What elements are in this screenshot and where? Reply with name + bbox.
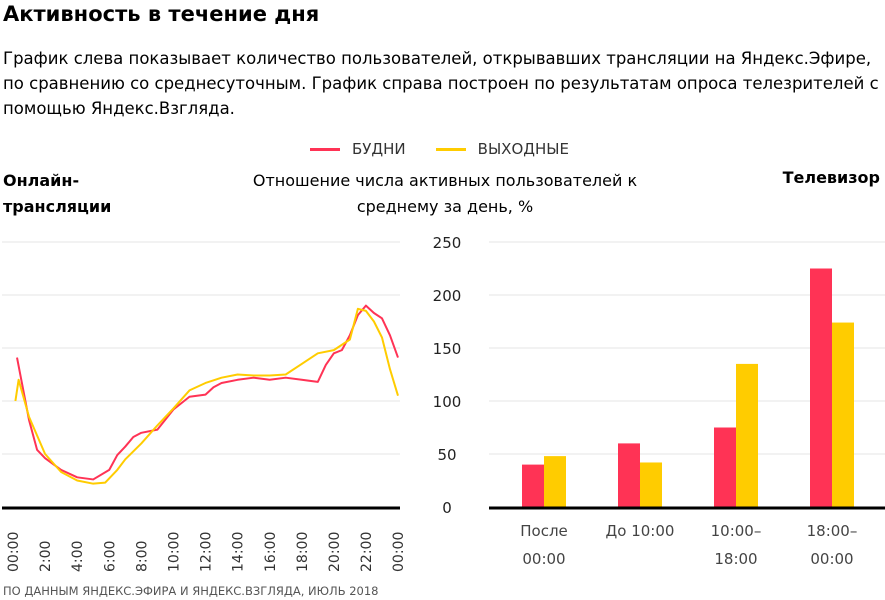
- legend-weekends: ВЫХОДНЫЕ: [435, 140, 569, 158]
- y-tick-label: 250: [433, 234, 462, 252]
- x-tick-label: 18:00: [295, 532, 311, 572]
- x-tick-label: 2:00: [38, 541, 54, 572]
- right-chart-title: Телевизор: [782, 168, 880, 187]
- bar-weekends: [832, 322, 854, 507]
- left-chart-title: Онлайн-трансляции: [3, 171, 112, 216]
- category-label: После: [520, 522, 568, 540]
- line-series-weekends: [14, 307, 399, 485]
- bar-weekends: [544, 456, 566, 507]
- line-series-weekdays: [16, 304, 399, 481]
- y-tick-label: 0: [442, 499, 452, 517]
- bar-weekdays: [714, 427, 736, 507]
- x-tick-label: 4:00: [70, 541, 86, 572]
- y-axis-title: Отношение числа активных пользователей к…: [252, 171, 638, 216]
- category-label: 18:00–: [807, 522, 858, 540]
- bar-weekends: [736, 363, 758, 507]
- bar-weekdays: [522, 464, 544, 507]
- x-tick-label: 10:00: [167, 532, 183, 572]
- x-tick-label: 6:00: [102, 541, 118, 572]
- category-label: 18:00: [714, 550, 757, 568]
- x-tick-label: 12:00: [199, 532, 215, 572]
- category-label: 00:00: [810, 550, 853, 568]
- y-tick-label: 50: [437, 446, 456, 464]
- legend-weekdays: БУДНИ: [310, 140, 406, 158]
- y-tick-label: 150: [433, 340, 462, 358]
- bar-weekdays: [618, 443, 640, 507]
- category-label: До 10:00: [606, 522, 675, 540]
- x-tick-label: 8:00: [134, 541, 150, 572]
- page-title: Активность в течение дня: [3, 2, 320, 26]
- legend: БУДНИ ВЫХОДНЫЕ: [310, 140, 569, 158]
- source-note: ПО ДАННЫМ ЯНДЕКС.ЭФИРА И ЯНДЕКС.ВЗГЛЯДА,…: [3, 584, 379, 598]
- category-label: 00:00: [522, 550, 565, 568]
- x-tick-label: 00:00: [6, 532, 22, 572]
- x-tick-label: 16:00: [263, 532, 279, 572]
- legend-label: БУДНИ: [352, 140, 406, 158]
- x-tick-label: 20:00: [327, 532, 343, 572]
- x-tick-label: 22:00: [359, 532, 375, 572]
- bar-weekdays: [810, 268, 832, 507]
- y-tick-label: 100: [433, 393, 462, 411]
- y-tick-label: 200: [433, 287, 462, 305]
- legend-label: ВЫХОДНЫЕ: [477, 140, 569, 158]
- x-tick-label: 14:00: [231, 532, 247, 572]
- description: График слева показывает количество польз…: [3, 49, 879, 118]
- x-tick-label: 00:00: [391, 532, 407, 572]
- bar-weekends: [640, 462, 662, 507]
- category-label: 10:00–: [711, 522, 762, 540]
